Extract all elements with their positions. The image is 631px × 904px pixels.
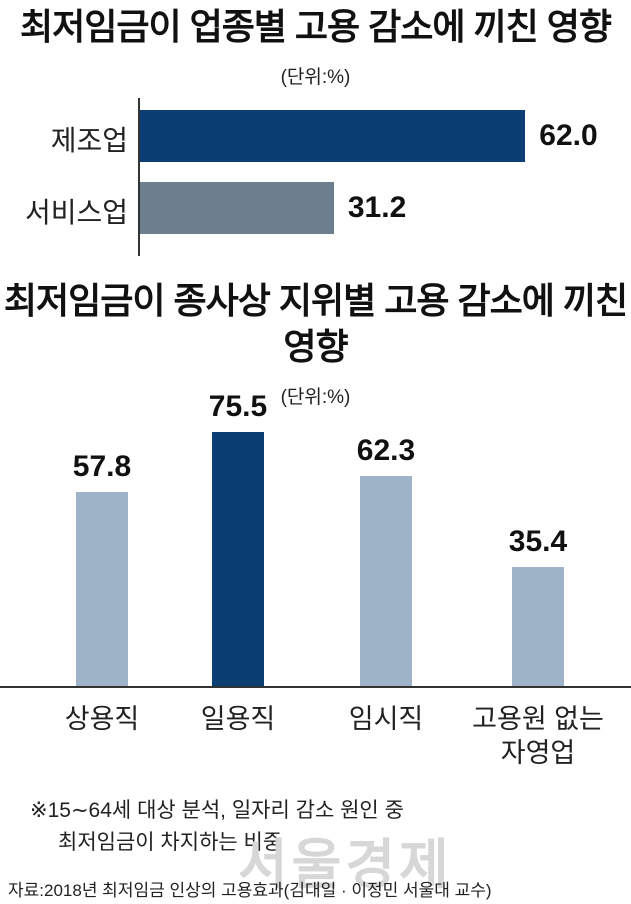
chart1-value-label: 31.2 — [347, 191, 407, 224]
chart1-value-label: 62.0 — [539, 119, 598, 152]
chart1-axis — [138, 98, 140, 256]
chart2-bar-3 — [360, 476, 412, 686]
chart1-category-label: 제조업 — [50, 125, 128, 156]
chart2-bar-1 — [76, 491, 128, 686]
chart2-unit: (단위:%) — [280, 387, 351, 408]
chart2-category-label: 일용직 — [200, 704, 276, 734]
chart2-category-label: 상용직 — [64, 704, 140, 734]
source-note: 자료:2018년 최저임금 인상의 고용효과(김대일 · 이정민 서울대 교수) — [8, 881, 492, 900]
chart2-value-label: 57.8 — [72, 449, 132, 483]
watermark-logo: 서울경제 — [238, 835, 453, 895]
chart2-category-label: 임시직 — [348, 704, 424, 734]
chart1-title: 최저임금이 업종별 고용 감소에 끼친 영향 — [19, 6, 612, 47]
chart1-bar-1 — [140, 110, 526, 162]
chart1-category-label: 서비스업 — [24, 197, 128, 228]
chart1-bar-2 — [140, 182, 334, 234]
chart2-category-label: 고용원 없는 자영업 — [472, 704, 604, 768]
chart2-value-label: 35.4 — [508, 524, 568, 558]
chart2-baseline — [0, 686, 631, 688]
chart2-value-label: 62.3 — [356, 434, 416, 468]
chart2-title: 최저임금이 종사상 지위별 고용 감소에 끼친 영향 — [3, 280, 628, 367]
chart2-value-label: 75.5 — [208, 389, 268, 423]
footnote-line1: ※15∼64세 대상 분석, 일자리 감소 원인 중 — [30, 799, 404, 822]
chart2-bar-4 — [512, 566, 564, 686]
chart1-unit: (단위:%) — [280, 67, 351, 88]
footnote-line2: 최저임금이 차지하는 비중 — [58, 831, 283, 854]
chart2-bar-2 — [212, 431, 264, 686]
